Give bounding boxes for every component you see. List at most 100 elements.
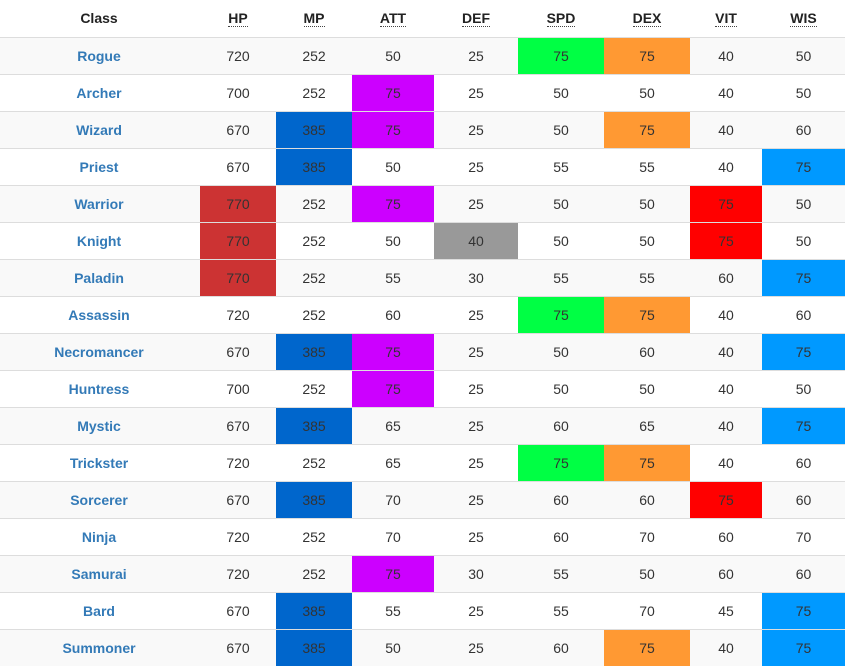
stat-cell-mp: 252	[302, 233, 326, 249]
stat-cell-att: 50	[385, 640, 401, 656]
stat-cell-spd: 60	[553, 492, 569, 508]
stat-cell-att: 75	[352, 75, 434, 111]
stat-cell-mp: 252	[302, 270, 326, 286]
stat-cell-dex: 60	[639, 492, 655, 508]
stat-cell-wis: 50	[795, 233, 812, 249]
stat-cell-vit: 40	[718, 307, 734, 323]
stat-cell-att: 70	[385, 529, 401, 545]
table-row: Priest 670 385 50 25 55 55 40 75	[0, 148, 845, 185]
column-header-mp[interactable]: MP	[276, 0, 352, 37]
stat-cell-mp: 385	[276, 482, 352, 518]
table-row: Paladin 770 252 55 30 55 55 60 75	[0, 259, 845, 296]
stat-cell-spd: 60	[553, 640, 569, 656]
class-link[interactable]: Paladin	[74, 270, 124, 286]
stat-cell-hp: 720	[226, 48, 250, 64]
column-header-label: Class	[80, 10, 118, 26]
column-header-label: VIT	[715, 10, 737, 27]
class-link[interactable]: Rogue	[77, 48, 121, 64]
column-header-att[interactable]: ATT	[352, 0, 434, 37]
column-header-label: ATT	[379, 10, 407, 27]
class-link[interactable]: Archer	[76, 85, 122, 101]
stat-cell-hp: 770	[200, 223, 276, 259]
stat-cell-wis: 75	[762, 630, 845, 666]
stat-cell-vit: 40	[718, 418, 734, 434]
table-row: Archer 700 252 75 25 50 50 40 50	[0, 74, 845, 111]
stat-cell-hp: 670	[226, 159, 250, 175]
stat-cell-spd: 75	[518, 297, 604, 333]
column-header-hp[interactable]: HP	[200, 0, 276, 37]
stat-cell-vit: 60	[718, 529, 734, 545]
class-link[interactable]: Mystic	[77, 418, 121, 434]
stat-cell-att: 65	[385, 455, 401, 471]
stat-cell-hp: 670	[226, 344, 250, 360]
stat-cell-def: 30	[468, 566, 484, 582]
stat-cell-dex: 50	[639, 381, 655, 397]
table-row: Mystic 670 385 65 25 60 65 40 75	[0, 407, 845, 444]
stat-cell-hp: 670	[226, 640, 250, 656]
stat-cell-hp: 700	[226, 85, 250, 101]
column-header-spd[interactable]: SPD	[518, 0, 604, 37]
stat-cell-def: 25	[468, 603, 484, 619]
stat-cell-att: 50	[385, 159, 401, 175]
stat-cell-hp: 670	[226, 418, 250, 434]
stat-cell-def: 25	[468, 48, 484, 64]
class-link[interactable]: Trickster	[69, 455, 129, 471]
stat-cell-def: 25	[468, 159, 484, 175]
stat-cell-vit: 40	[718, 381, 734, 397]
stat-cell-mp: 252	[302, 529, 326, 545]
stat-cell-wis: 60	[795, 122, 812, 138]
table-row: Warrior 770 252 75 25 50 50 75 50	[0, 185, 845, 222]
stat-cell-mp: 252	[302, 85, 326, 101]
stat-cell-def: 25	[468, 122, 484, 138]
stat-cell-dex: 75	[604, 297, 690, 333]
class-link[interactable]: Bard	[83, 603, 115, 619]
stat-cell-att: 50	[385, 48, 401, 64]
stat-cell-dex: 55	[639, 159, 655, 175]
stat-cell-vit: 45	[718, 603, 734, 619]
column-header-label: DEF	[462, 10, 490, 27]
stat-cell-wis: 70	[795, 529, 812, 545]
stat-cell-wis: 50	[795, 381, 812, 397]
table-row: Huntress 700 252 75 25 50 50 40 50	[0, 370, 845, 407]
column-header-vit[interactable]: VIT	[690, 0, 762, 37]
column-header-dex[interactable]: DEX	[604, 0, 690, 37]
stat-cell-spd: 75	[518, 38, 604, 74]
stat-cell-wis: 75	[762, 334, 845, 370]
class-link[interactable]: Summoner	[62, 640, 136, 656]
stat-cell-dex: 75	[604, 38, 690, 74]
stat-cell-vit: 40	[718, 85, 734, 101]
stat-cell-wis: 75	[762, 149, 845, 185]
class-link[interactable]: Ninja	[81, 529, 117, 545]
stat-cell-wis: 60	[795, 307, 812, 323]
stat-cell-def: 25	[468, 196, 484, 212]
stat-cell-spd: 55	[553, 270, 569, 286]
class-link[interactable]: Knight	[76, 233, 122, 249]
class-link[interactable]: Huntress	[68, 381, 130, 397]
stat-cell-vit: 40	[718, 640, 734, 656]
class-link[interactable]: Necromancer	[54, 344, 144, 360]
stat-cell-def: 25	[468, 640, 484, 656]
stat-cell-att: 50	[385, 233, 401, 249]
stat-cell-dex: 50	[639, 85, 655, 101]
stat-cell-vit: 40	[718, 48, 734, 64]
column-header-wis[interactable]: WIS	[762, 0, 845, 37]
class-link[interactable]: Priest	[79, 159, 119, 175]
class-link[interactable]: Warrior	[74, 196, 124, 212]
stat-cell-dex: 50	[639, 196, 655, 212]
stat-cell-def: 25	[468, 492, 484, 508]
stat-cell-att: 55	[385, 603, 401, 619]
stat-cell-wis: 75	[762, 593, 845, 629]
stat-cell-spd: 55	[553, 566, 569, 582]
stat-cell-dex: 75	[604, 630, 690, 666]
stat-cell-mp: 385	[276, 334, 352, 370]
class-link[interactable]: Wizard	[76, 122, 122, 138]
stat-cell-spd: 50	[553, 85, 569, 101]
column-header-def[interactable]: DEF	[434, 0, 518, 37]
column-header-class[interactable]: Class	[0, 0, 198, 37]
class-link[interactable]: Sorcerer	[70, 492, 128, 508]
stat-cell-att: 55	[385, 270, 401, 286]
stat-cell-dex: 50	[639, 566, 655, 582]
class-link[interactable]: Samurai	[71, 566, 127, 582]
stat-cell-def: 25	[468, 307, 484, 323]
class-link[interactable]: Assassin	[68, 307, 130, 323]
